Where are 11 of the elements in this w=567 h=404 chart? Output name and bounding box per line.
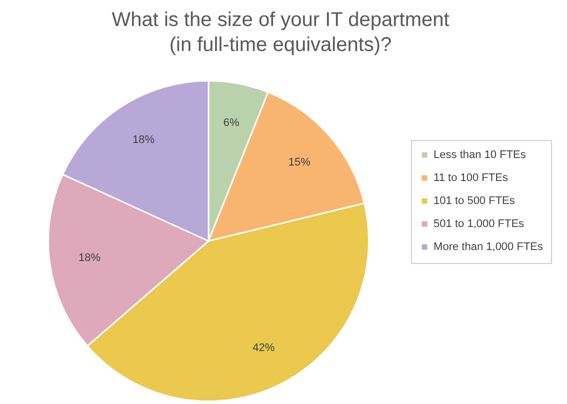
legend-label: 501 to 1,000 FTEs <box>434 218 525 230</box>
legend-label: More than 1,000 FTEs <box>434 241 544 254</box>
data-label: 18% <box>132 134 155 146</box>
data-label: 42% <box>252 342 275 354</box>
legend-label: 11 to 100 FTEs <box>434 172 508 184</box>
legend-label: Less than 10 FTEs <box>434 149 526 162</box>
data-label: 18% <box>78 252 101 264</box>
legend-label: 101 to 500 FTEs <box>434 195 516 208</box>
data-label: 6% <box>223 117 240 130</box>
data-label: 15% <box>288 156 311 168</box>
chart-title: What is the size of your IT department (in full-time equivalents)? <box>112 9 450 56</box>
